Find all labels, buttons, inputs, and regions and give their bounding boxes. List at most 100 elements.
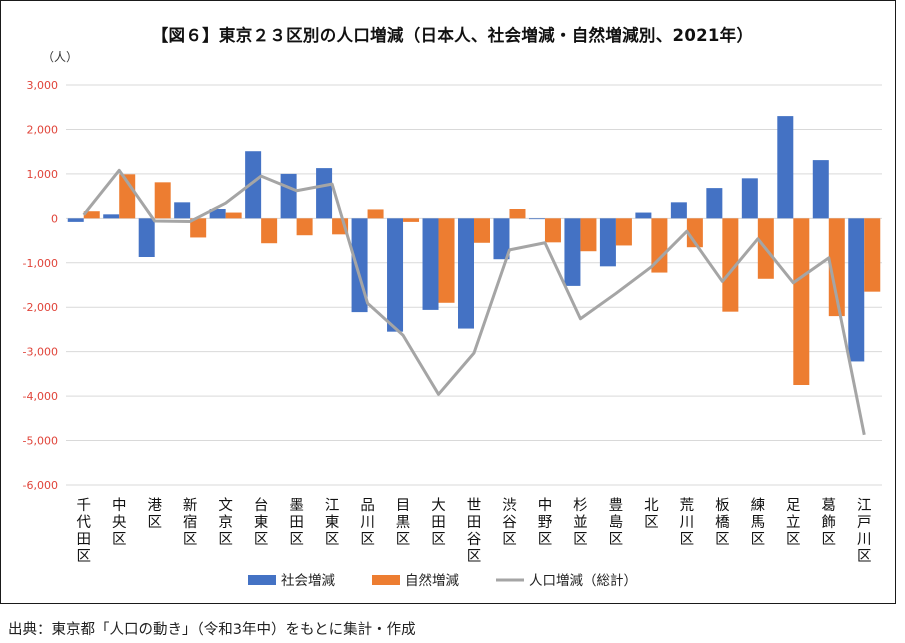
x-tick-char: 区 xyxy=(786,532,801,548)
x-tick-char: 目 xyxy=(396,498,411,514)
x-tick-char: 飾 xyxy=(822,514,837,531)
x-tick-char: 黒 xyxy=(396,515,411,531)
x-tick-char: 田 xyxy=(431,515,446,531)
x-tick-char: 東 xyxy=(254,514,269,531)
bar-social-change xyxy=(777,116,794,219)
bar-social-change xyxy=(670,202,687,219)
x-tick-char: 港 xyxy=(147,497,162,514)
x-tick-char: 文 xyxy=(218,497,233,514)
x-tick-char: 田 xyxy=(467,515,482,531)
legend-total-change: 人口増減（総計） xyxy=(496,572,637,589)
bar-natural-change xyxy=(686,218,703,248)
y-axis-unit-label: （人） xyxy=(42,50,79,64)
x-tick-label: 杉並区 xyxy=(573,497,588,548)
x-tick-char: 野 xyxy=(538,514,553,531)
x-tick-char: 川 xyxy=(857,532,872,548)
x-tick-label: 文京区 xyxy=(218,497,233,548)
bar-natural-change xyxy=(544,218,561,243)
x-tick-text: 中野区 xyxy=(538,497,553,548)
x-tick-char: 区 xyxy=(822,532,837,548)
x-tick-char: 区 xyxy=(467,549,482,565)
x-tick-text: 港区 xyxy=(147,497,162,531)
y-tick-label: -3,000 xyxy=(23,346,58,359)
x-tick-char: 並 xyxy=(573,514,588,531)
x-tick-char: 区 xyxy=(147,515,162,531)
bar-social-change xyxy=(316,168,333,219)
bar-social-change xyxy=(387,218,404,332)
x-tick-char: 区 xyxy=(360,532,375,548)
x-tick-text: 墨田区 xyxy=(289,498,304,548)
x-tick-char: 田 xyxy=(289,515,304,531)
x-tick-text: 杉並区 xyxy=(573,497,588,548)
bar-social-change xyxy=(528,218,545,220)
source-note: 出典：東京都「人口の動き」（令和3年中）をもとに集計・作成 xyxy=(8,622,416,638)
bar-natural-change xyxy=(403,218,420,222)
x-tick-label: 港区 xyxy=(147,497,162,531)
y-tick-label: -1,000 xyxy=(23,257,58,270)
x-tick-char: 馬 xyxy=(751,515,766,531)
x-tick-char: 江 xyxy=(857,497,872,514)
x-tick-text: 中央区 xyxy=(112,497,127,548)
x-tick-text: 江東区 xyxy=(325,497,340,548)
bar-social-change xyxy=(245,151,262,219)
x-tick-char: 大 xyxy=(431,497,446,514)
x-tick-text: 世田谷区 xyxy=(467,497,482,565)
bar-natural-change xyxy=(509,209,526,219)
x-tick-char: 葛 xyxy=(822,497,837,514)
x-tick-char: 新 xyxy=(183,497,198,514)
bar-natural-change xyxy=(296,218,313,236)
x-tick-label: 板橋区 xyxy=(715,496,730,548)
x-tick-label: 葛飾区 xyxy=(822,497,837,548)
x-tick-label: 江戸川区 xyxy=(857,497,872,565)
bar-natural-change xyxy=(580,218,597,252)
x-tick-text: 千代田区 xyxy=(76,497,91,565)
x-tick-char: 足 xyxy=(786,497,801,514)
x-tick-label: 足立区 xyxy=(786,497,801,548)
x-tick-text: 渋谷区 xyxy=(502,497,517,548)
x-tick-text: 板橋区 xyxy=(715,496,730,548)
bar-natural-change xyxy=(828,218,845,317)
x-tick-label: 渋谷区 xyxy=(502,497,517,548)
bars xyxy=(67,116,881,385)
x-tick-label: 豊島区 xyxy=(609,497,624,548)
bar-social-change xyxy=(422,218,439,310)
bar-social-change xyxy=(741,178,758,219)
x-tick-char: 区 xyxy=(289,532,304,548)
x-tick-char: 世 xyxy=(467,497,482,514)
x-tick-label: 大田区 xyxy=(431,497,446,548)
x-tick-char: 区 xyxy=(857,549,872,565)
x-tick-char: 区 xyxy=(680,532,695,548)
x-tick-char: 区 xyxy=(396,532,411,548)
x-tick-text: 葛飾区 xyxy=(822,497,837,548)
x-tick-label: 荒川区 xyxy=(680,497,695,548)
x-tick-char: 区 xyxy=(573,532,588,548)
bar-social-change xyxy=(706,188,723,219)
bar-social-change xyxy=(635,212,652,219)
bar-social-change xyxy=(599,218,616,267)
y-tick-label: 1,000 xyxy=(27,168,59,181)
x-tick-char: 練 xyxy=(751,497,766,514)
x-tick-label: 練馬区 xyxy=(751,497,766,548)
x-tick-char: 橋 xyxy=(715,514,730,531)
y-tick-label: 2,000 xyxy=(27,123,59,136)
bar-social-change xyxy=(848,218,865,362)
x-tick-label: 千代田区 xyxy=(76,497,91,565)
x-tick-char: 区 xyxy=(538,532,553,548)
x-tick-char: 区 xyxy=(715,532,730,548)
x-tick-text: 足立区 xyxy=(786,497,801,548)
x-tick-char: 板 xyxy=(715,496,730,514)
x-tick-char: 島 xyxy=(609,514,624,531)
legend-swatch xyxy=(372,575,400,585)
x-tick-char: 墨 xyxy=(289,498,304,514)
x-tick-char: 京 xyxy=(218,514,233,531)
bar-natural-change xyxy=(190,218,207,238)
legend-natural-change: 自然増減 xyxy=(372,572,459,589)
bar-social-change xyxy=(138,218,155,257)
bar-natural-change xyxy=(615,218,632,246)
bar-natural-change xyxy=(83,211,100,219)
x-tick-text: 豊島区 xyxy=(609,497,624,548)
x-tick-label: 新宿区 xyxy=(183,497,198,548)
bar-social-change xyxy=(458,218,474,329)
x-tick-label: 台東区 xyxy=(254,497,269,548)
x-tick-char: 田 xyxy=(76,532,91,548)
